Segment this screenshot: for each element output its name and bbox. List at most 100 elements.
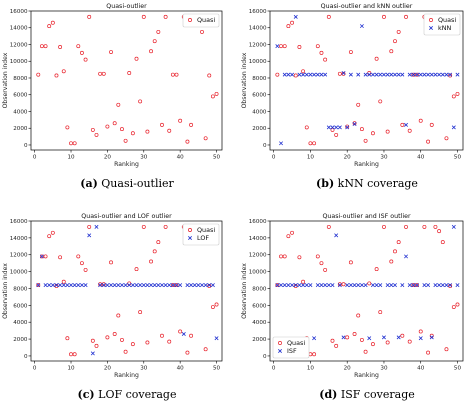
data-point (315, 254, 320, 259)
data-point (210, 94, 215, 99)
y-tick-label: 14000 (10, 26, 28, 32)
data-point (429, 72, 434, 77)
x-tick-label: 0 (33, 366, 37, 372)
data-point (451, 125, 456, 130)
data-point (130, 283, 135, 288)
legend-box (423, 13, 461, 36)
data-point (326, 283, 331, 288)
data-point (69, 141, 73, 146)
data-point (116, 102, 121, 107)
data-point (101, 71, 106, 76)
data-point (290, 20, 295, 25)
data-point (87, 14, 92, 19)
data-point (39, 254, 44, 259)
caption-label: (d) (319, 388, 337, 401)
data-point (348, 260, 353, 265)
data-point (109, 50, 113, 54)
y-tick-label: 10000 (10, 270, 28, 276)
y-tick-label: 10000 (249, 59, 267, 65)
series-quasi (36, 14, 219, 146)
legend-label: ISF (287, 347, 297, 355)
data-point (400, 283, 405, 288)
chart-panel-3: Quasi-outlier and LOF outlier 0 10 20 30 40 50… (2, 213, 223, 401)
data-point (418, 329, 423, 334)
data-point (275, 44, 280, 49)
data-point (189, 283, 194, 288)
data-point (330, 125, 335, 130)
data-point (429, 335, 434, 340)
data-point (297, 72, 302, 77)
data-point (345, 124, 350, 129)
data-point (163, 283, 168, 288)
legend-marker (429, 18, 433, 22)
data-point (39, 254, 44, 259)
data-point (130, 342, 135, 347)
data-point (65, 125, 70, 130)
data-point (337, 71, 342, 76)
x-tick-label: 50 (454, 155, 462, 161)
panel-caption: (b) kNN coverage (316, 177, 418, 190)
data-point (50, 283, 55, 288)
data-point (65, 283, 70, 288)
data-point (178, 283, 183, 288)
x-tick-label: 20 (104, 366, 112, 372)
data-point (352, 332, 357, 336)
chart-title: Quasi-outlier and LOF outlier (81, 213, 172, 220)
x-tick-label: 10 (67, 155, 75, 161)
data-point (61, 69, 66, 74)
data-point (363, 138, 368, 143)
x-tick-label: 30 (140, 155, 148, 161)
data-point (138, 99, 143, 104)
data-point (58, 45, 63, 49)
data-point (437, 283, 442, 288)
chart-panel-4: Quasi-outlier and ISF outlier 0 10 20 30 40 50… (241, 213, 464, 401)
data-point (290, 72, 295, 77)
data-point (422, 224, 427, 229)
y-tick-label: 8000 (252, 76, 267, 82)
data-point (415, 283, 419, 288)
data-point (308, 72, 313, 77)
data-point (352, 283, 357, 288)
data-point (297, 45, 302, 49)
data-point (437, 229, 442, 234)
data-point (378, 283, 383, 288)
data-point (319, 72, 324, 77)
data-point (65, 336, 70, 341)
data-point (319, 50, 324, 55)
data-point (286, 72, 291, 77)
data-point (370, 72, 375, 77)
data-point (47, 234, 52, 239)
data-point (407, 128, 412, 133)
caption-label: (b) (316, 177, 334, 190)
data-point (170, 283, 175, 288)
data-point (98, 282, 103, 287)
data-point (396, 29, 401, 34)
data-point (348, 50, 353, 54)
data-point (98, 283, 103, 288)
x-tick-label: 50 (213, 366, 221, 372)
data-point (415, 283, 420, 288)
x-tick-label: 10 (67, 366, 75, 372)
data-point (448, 73, 453, 78)
x-tick-label: 10 (307, 155, 315, 161)
y-axis-label: Observation index (2, 52, 9, 108)
legend: Quasi (182, 13, 220, 28)
data-point (356, 102, 361, 107)
data-point (275, 283, 280, 288)
data-point (189, 122, 194, 127)
data-point (363, 283, 368, 288)
data-point (54, 283, 59, 288)
y-tick-label: 14000 (249, 236, 267, 242)
data-point (448, 283, 453, 288)
data-point (415, 72, 420, 77)
data-point (214, 91, 219, 96)
data-point (389, 283, 394, 288)
data-point (330, 127, 335, 132)
chart-panel-1: Quasi-outlier 0 10 20 30 40 50 0 2000 4000 6000 800… (2, 3, 223, 190)
data-point (407, 72, 412, 77)
data-point (119, 283, 124, 288)
data-point (72, 283, 77, 288)
legend-marker (429, 26, 433, 30)
y-tick-label: 6000 (252, 303, 267, 309)
